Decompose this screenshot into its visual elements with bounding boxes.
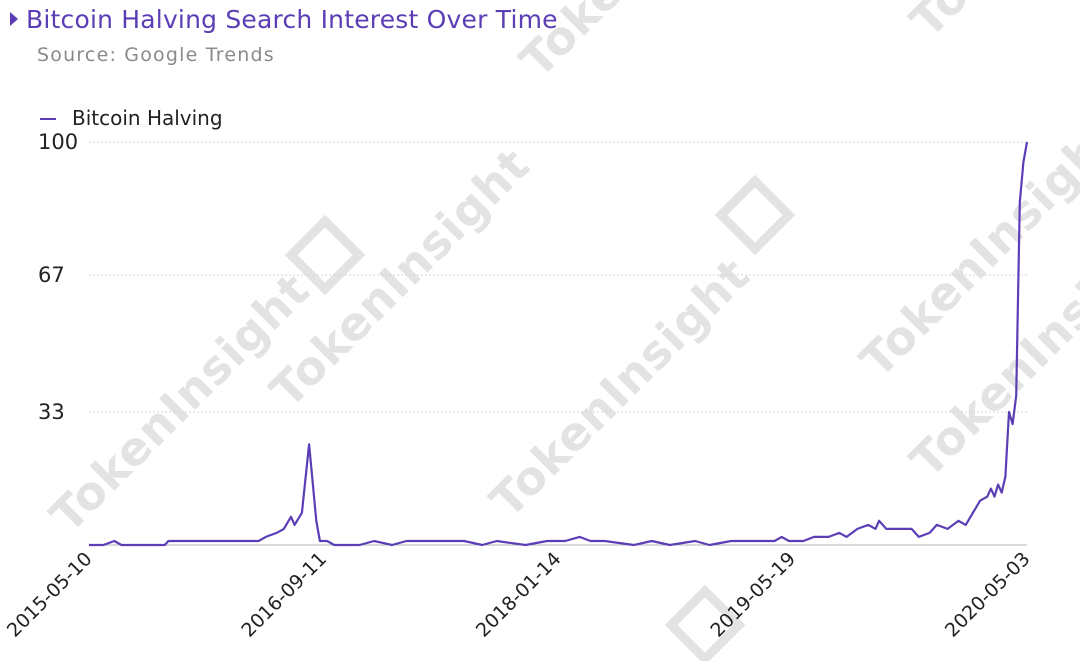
- watermark-text: TokenInsight: [900, 0, 1080, 48]
- watermark-logo-icon: [284, 214, 366, 296]
- series-layer: [89, 141, 1029, 547]
- watermark-text: TokenInsight: [260, 137, 541, 418]
- x-tick-label: 2015-05-10: [3, 548, 97, 642]
- x-tick-labels: 2015-05-10 2016-09-11 2018-01-14 2019-05-19…: [3, 548, 1035, 642]
- x-tick-label: 2016-09-11: [237, 548, 331, 642]
- watermark-text: TokenInsight: [510, 0, 791, 88]
- series-line-bitcoin-halving: [89, 141, 1029, 547]
- title-triangle-icon: [10, 12, 18, 26]
- legend: Bitcoin Halving: [40, 106, 223, 130]
- chart-source: Source: Google Trends: [37, 44, 275, 66]
- x-tick-label: 2020-05-03: [941, 548, 1035, 642]
- y-tick-label: 67: [38, 263, 65, 287]
- legend-label: Bitcoin Halving: [72, 106, 223, 130]
- chart-title-row: Bitcoin Halving Search Interest Over Tim…: [10, 2, 558, 36]
- chart-title: Bitcoin Halving Search Interest Over Tim…: [26, 4, 558, 34]
- watermark-text: TokenInsight: [480, 247, 761, 528]
- y-tick-label: 100: [38, 130, 78, 154]
- watermark-logo-icon: [714, 174, 796, 256]
- watermark-logo-icon: [664, 584, 746, 661]
- y-tick-label: 33: [38, 400, 65, 424]
- watermark-text: TokenInsight: [40, 262, 321, 543]
- grid-lines: [89, 141, 1027, 413]
- x-tick-label: 2018-01-14: [472, 548, 566, 642]
- x-tick-label: 2019-05-19: [706, 548, 800, 642]
- y-tick-labels: 100 67 33: [38, 130, 78, 424]
